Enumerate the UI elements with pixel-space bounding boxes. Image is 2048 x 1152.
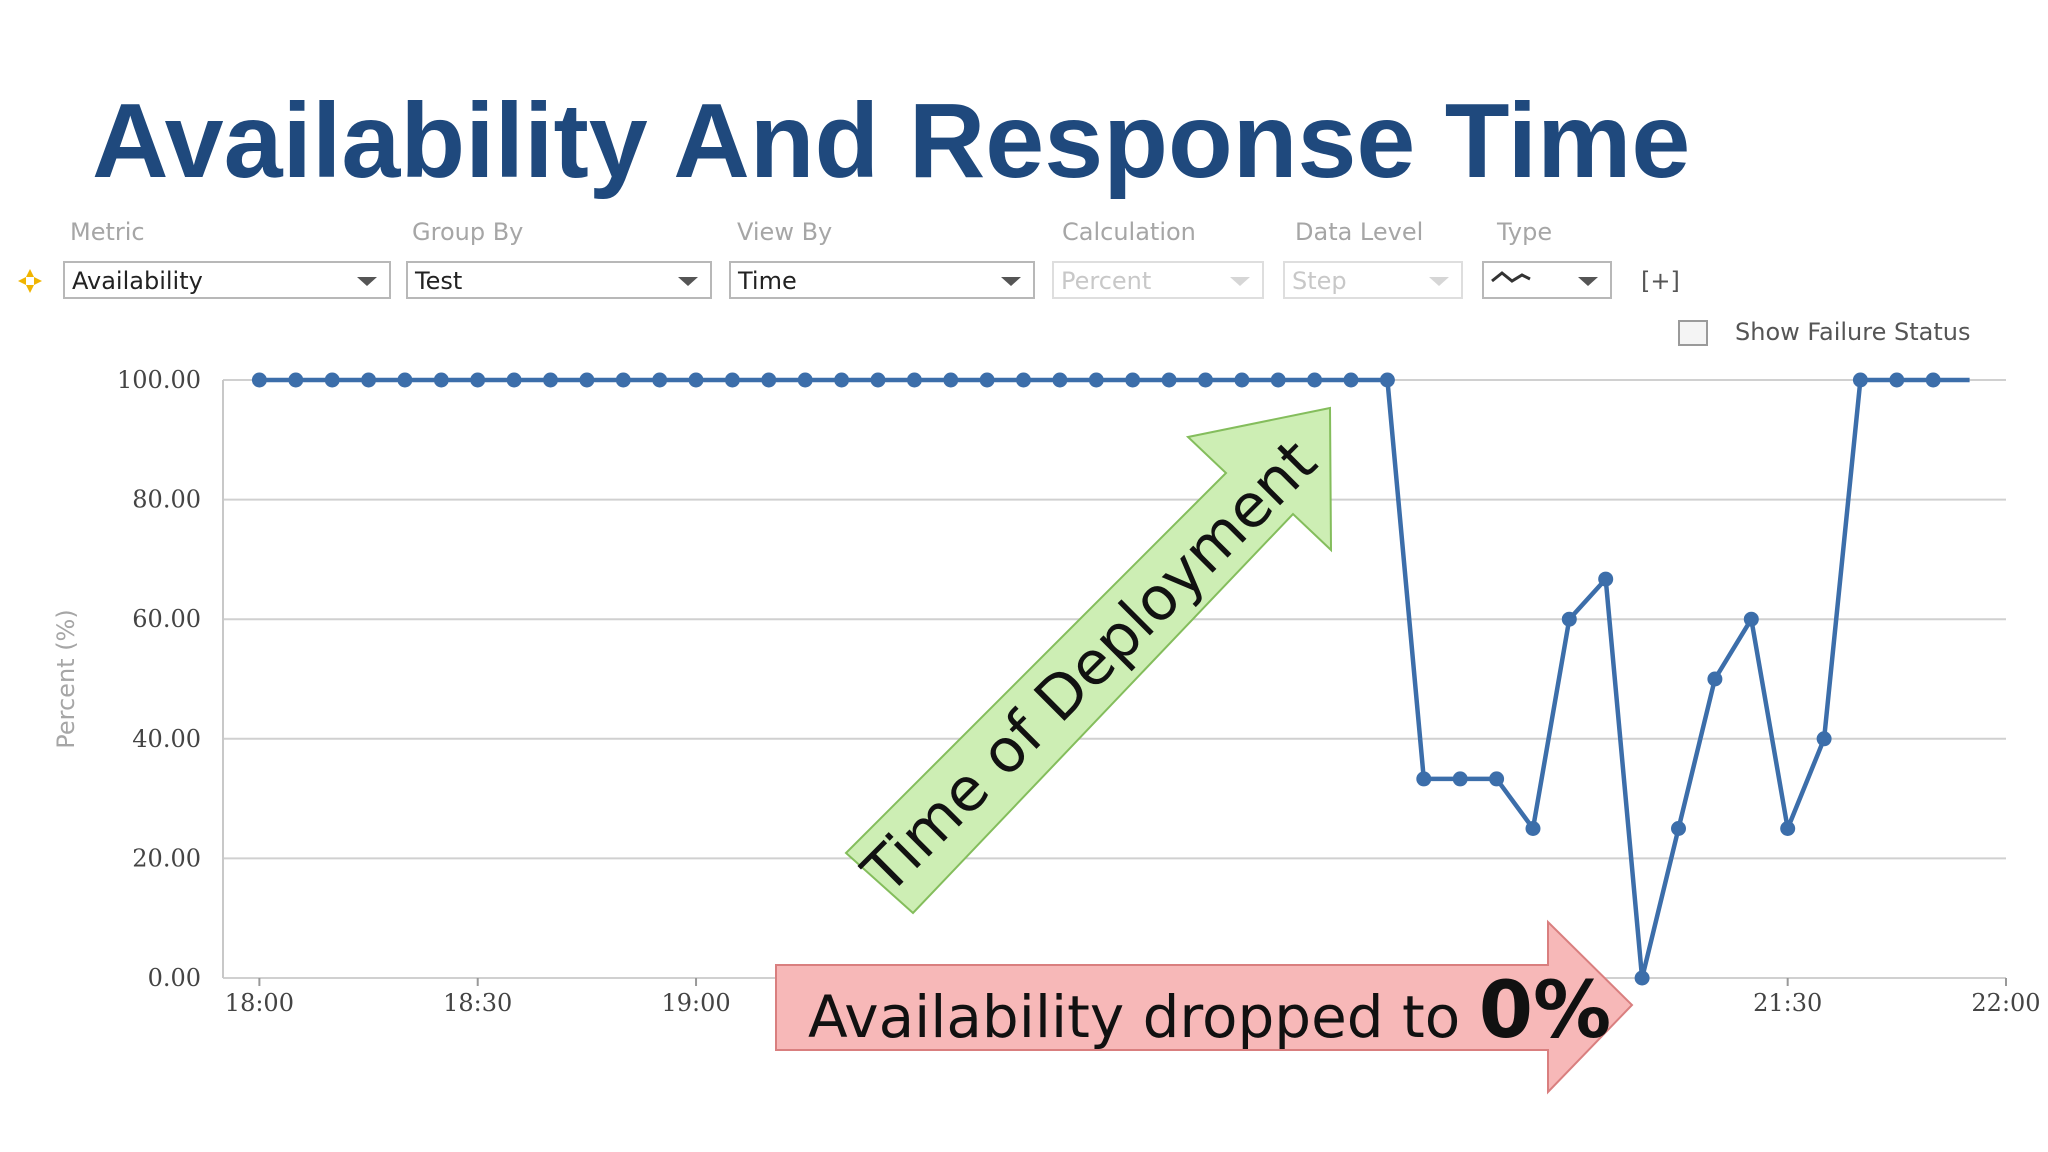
show-failure-status-label: Show Failure Status [1735,318,1971,346]
metric-value: Availability [72,267,203,295]
deployment-callout: Time of Deployment [844,406,1333,915]
y-axis-title: Percent (%) [52,609,80,748]
data-point [761,372,777,388]
type-select[interactable] [1482,261,1612,299]
group-by-value: Test [415,267,463,295]
availability-drop-arrow-shape [775,919,1634,1095]
slide-title: Availability And Response Time [92,82,1691,200]
data-point [1125,372,1141,388]
data-point [1198,372,1213,388]
x-tick-label: 21:30 [1753,989,1822,1017]
metric-select[interactable]: Availability [63,261,391,299]
x-tick-label: 18:30 [443,989,512,1017]
y-tick-label: 80.00 [132,486,201,514]
availability-drop-value: 0% [1479,966,1611,1056]
data-point [979,372,995,388]
data-point [615,372,631,388]
data-point [579,372,595,388]
type-label: Type [1497,218,1553,246]
data-point [251,372,267,388]
chevron-down-icon [1230,277,1250,286]
chevron-down-icon [1578,277,1598,286]
data-point [1889,372,1905,388]
data-point [1307,372,1323,388]
y-tick-label: 40.00 [132,725,201,753]
data-point [834,372,850,388]
data-point [1707,671,1723,687]
data-point [1052,372,1068,388]
gear-icon[interactable] [16,267,44,295]
data-point [1161,372,1177,388]
chevron-down-icon [678,277,698,286]
availability-series [251,372,1970,986]
view-by-value: Time [738,267,797,295]
deployment-arrow-shape [844,406,1333,915]
data-level-value: Step [1292,267,1347,295]
data-point [433,372,449,388]
data-point [1489,771,1505,787]
data-point [943,372,959,388]
data-point [1561,611,1577,627]
x-tick-label: 22:00 [1971,989,2040,1017]
data-point [361,372,377,388]
data-point [1270,372,1286,388]
data-point [797,372,813,388]
data-point [324,372,340,388]
availability-drop-text: Availability dropped to 0% [808,966,1611,1056]
calculation-value: Percent [1061,267,1152,295]
data-point [288,372,304,388]
data-point [397,372,413,388]
show-failure-status-checkbox[interactable] [1678,320,1708,346]
data-point [506,372,522,388]
data-level-select: Step [1283,261,1463,299]
data-point [1016,372,1031,388]
availability-drop-callout: Availability dropped to 0% [775,919,1634,1095]
chevron-down-icon [1429,277,1449,286]
chevron-down-icon [1001,277,1021,286]
data-point [1343,372,1359,388]
x-tick-label: 18:00 [225,989,294,1017]
data-point [906,372,922,388]
line-chart-icon [1491,271,1531,283]
data-point [1452,771,1468,787]
data-point [543,372,558,388]
expand-link[interactable]: [+] [1641,267,1680,295]
y-tick-label: 60.00 [132,605,201,633]
data-point [688,372,704,388]
data-point [870,372,886,388]
data-point [470,372,486,388]
data-point [1379,372,1395,388]
x-tick-label: 19:00 [661,989,730,1017]
metric-label: Metric [70,218,145,246]
data-point [1671,821,1686,836]
data-point [1598,571,1614,587]
group-by-label: Group By [412,218,524,246]
chevron-down-icon [357,277,377,286]
data-point [652,372,668,388]
data-point [1852,372,1868,388]
view-by-label: View By [737,218,833,246]
data-point [1234,372,1250,388]
data-point [1925,372,1941,388]
data-point [1816,731,1832,747]
availability-drop-label: Availability dropped to [808,983,1479,1051]
data-point [1743,611,1759,627]
data-point [1525,821,1541,836]
view-by-select[interactable]: Time [729,261,1035,299]
data-point [724,372,740,388]
data-point [1088,372,1104,388]
y-tick-label: 20.00 [132,844,201,872]
data-point [1416,771,1432,787]
y-tick-label: 0.00 [148,964,201,992]
data-point [1634,970,1650,986]
y-tick-label: 100.00 [117,366,201,394]
data-point [1780,821,1796,836]
data-level-label: Data Level [1295,218,1424,246]
group-by-select[interactable]: Test [406,261,712,299]
calculation-select: Percent [1052,261,1264,299]
calculation-label: Calculation [1062,218,1196,246]
